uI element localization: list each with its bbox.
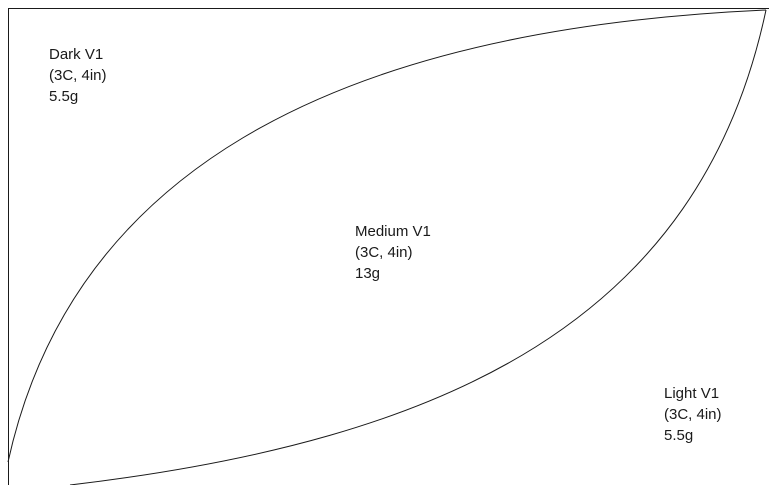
light-region-name: Light V1 <box>664 385 720 402</box>
medium-region-label: Medium V1 (3C, 4in) 13g <box>355 221 431 284</box>
medium-region-name: Medium V1 <box>355 223 431 240</box>
medium-region-weight: 13g <box>355 265 381 282</box>
dark-region-spec: (3C, 4in) <box>49 67 107 84</box>
medium-light-boundary-curve <box>69 9 767 485</box>
medium-region-spec: (3C, 4in) <box>355 244 413 261</box>
light-region-weight: 5.5g <box>664 427 694 444</box>
light-region-spec: (3C, 4in) <box>664 406 722 423</box>
dark-region-label: Dark V1 (3C, 4in) 5.5g <box>49 44 107 107</box>
dark-region-weight: 5.5g <box>49 88 79 105</box>
dark-region-name: Dark V1 <box>49 46 104 63</box>
dark-medium-boundary-curve <box>7 9 767 463</box>
light-region-label: Light V1 (3C, 4in) 5.5g <box>664 383 722 446</box>
